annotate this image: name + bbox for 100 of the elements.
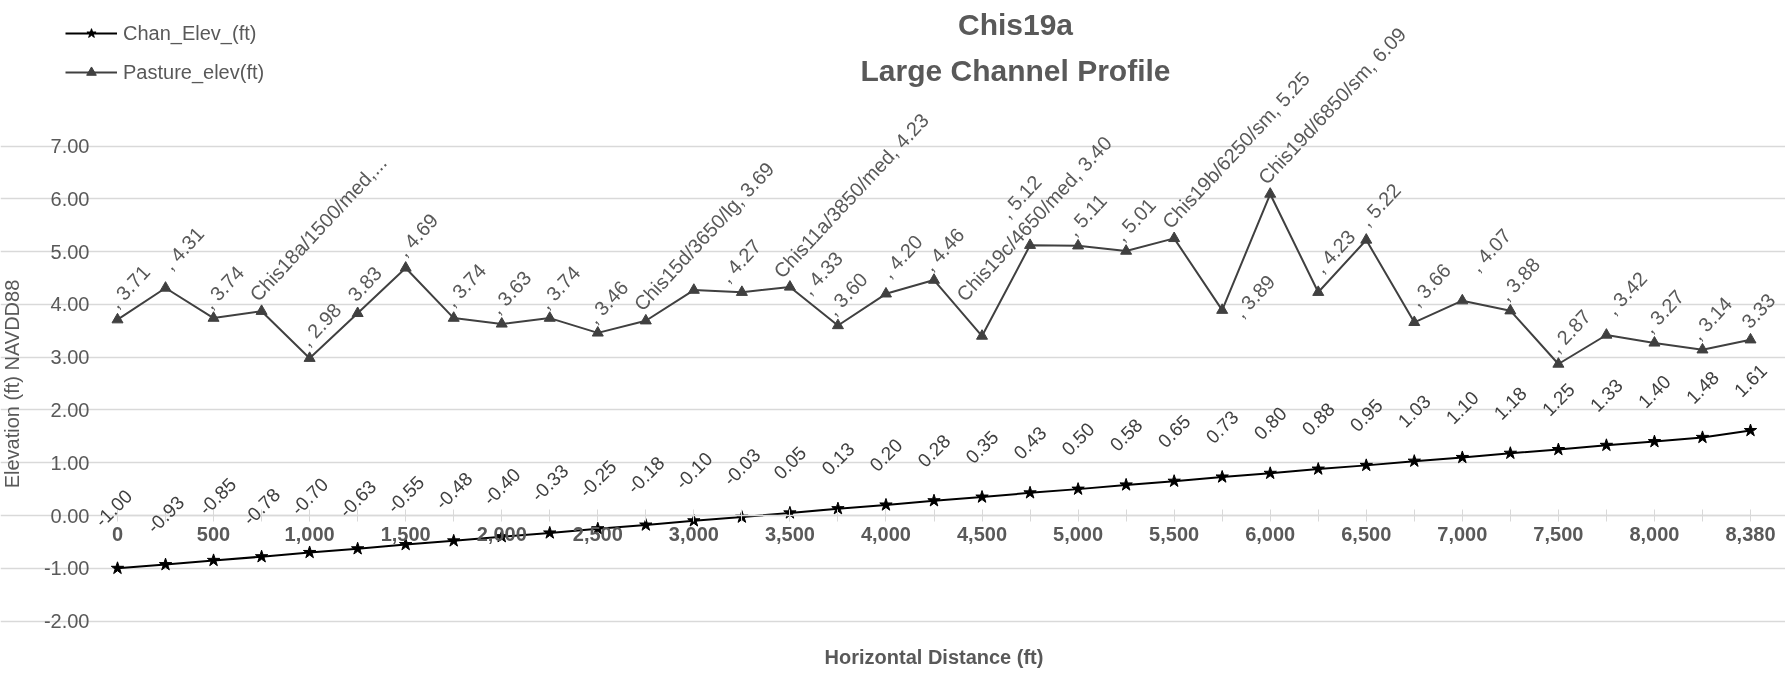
x-tick-label: 6,000 bbox=[1245, 522, 1296, 545]
point bbox=[1647, 434, 1662, 448]
point bbox=[1023, 485, 1037, 499]
data-label: 0.20 bbox=[865, 434, 907, 476]
data-label: 0.28 bbox=[913, 430, 955, 472]
point bbox=[1503, 446, 1518, 459]
point bbox=[1696, 342, 1709, 354]
point bbox=[1552, 357, 1565, 368]
y-tick-label: -2.00 bbox=[43, 610, 90, 633]
data-label: , 3.89 bbox=[1229, 270, 1280, 323]
x-tick-label: 7,000 bbox=[1437, 522, 1488, 545]
y-tick-label: 1.00 bbox=[50, 451, 90, 474]
point bbox=[350, 541, 365, 555]
y-tick-label: 5.00 bbox=[50, 240, 90, 263]
point bbox=[1263, 466, 1277, 480]
point bbox=[1216, 303, 1229, 314]
y-tick-label: 2.00 bbox=[50, 398, 90, 421]
point bbox=[879, 497, 893, 511]
point bbox=[159, 281, 172, 292]
y-axis-title: Elevation (ft) NAVDD88 bbox=[0, 279, 23, 489]
data-label: , 3.66 bbox=[1404, 259, 1456, 311]
x-tick-label: 8,000 bbox=[1629, 522, 1680, 545]
point bbox=[1359, 458, 1373, 472]
point bbox=[351, 306, 364, 318]
point bbox=[447, 533, 461, 547]
point bbox=[158, 557, 173, 571]
point bbox=[1168, 231, 1181, 243]
point bbox=[1695, 430, 1710, 444]
data-label: 3.33 bbox=[1736, 289, 1780, 333]
data-label: 0.88 bbox=[1297, 398, 1339, 440]
point bbox=[687, 513, 701, 527]
point bbox=[399, 261, 412, 272]
point bbox=[255, 304, 268, 315]
x-tick-label: 5,500 bbox=[1149, 522, 1200, 545]
point bbox=[1071, 482, 1085, 495]
point bbox=[1599, 438, 1614, 452]
point bbox=[879, 286, 892, 298]
point bbox=[1743, 423, 1758, 437]
x-tick-label: 0 bbox=[111, 522, 124, 545]
point bbox=[206, 553, 221, 567]
data-label: , 3.46 bbox=[582, 276, 633, 328]
data-label: 0.95 bbox=[1345, 394, 1387, 436]
data-label: , 3.42 bbox=[1601, 267, 1652, 320]
point bbox=[303, 351, 316, 362]
data-label: , 3.71 bbox=[103, 260, 155, 313]
data-label: 1.40 bbox=[1633, 371, 1675, 413]
y-tick-label: 7.00 bbox=[50, 135, 90, 157]
point bbox=[831, 501, 845, 515]
point bbox=[928, 273, 940, 284]
y-tick-label: 6.00 bbox=[50, 187, 90, 210]
point bbox=[1648, 336, 1661, 347]
chart-subtitle: Large Channel Profile bbox=[860, 54, 1171, 87]
point bbox=[1600, 328, 1613, 339]
x-tick-label: 1,000 bbox=[284, 522, 335, 545]
x-tick-label: 1,500 bbox=[380, 522, 431, 545]
data-label: 0.43 bbox=[1009, 422, 1051, 464]
data-label: 0.65 bbox=[1153, 410, 1195, 452]
point bbox=[543, 311, 556, 322]
data-label: , 4.07 bbox=[1465, 224, 1516, 276]
point bbox=[447, 311, 460, 322]
point bbox=[495, 317, 508, 328]
point bbox=[783, 280, 796, 291]
point bbox=[1119, 477, 1133, 491]
x-tick-label: 7,500 bbox=[1533, 522, 1584, 545]
point bbox=[254, 549, 269, 563]
point bbox=[1215, 469, 1229, 483]
point bbox=[110, 561, 125, 575]
point bbox=[1551, 442, 1566, 456]
y-tick-label: 3.00 bbox=[50, 346, 90, 369]
x-tick-label: 3,000 bbox=[668, 522, 719, 545]
x-tick-label: 5,000 bbox=[1053, 522, 1104, 545]
point bbox=[1311, 462, 1325, 475]
y-tick-label: 0.00 bbox=[50, 504, 90, 527]
point bbox=[302, 545, 317, 559]
data-label: , 4.69 bbox=[392, 209, 443, 261]
point bbox=[1744, 332, 1757, 344]
point bbox=[111, 312, 124, 324]
data-label: 0.13 bbox=[817, 438, 859, 480]
point bbox=[1455, 450, 1470, 464]
x-tick-label: 4,500 bbox=[957, 522, 1008, 545]
x-axis-title: Horizontal Distance (ft) bbox=[824, 645, 1044, 668]
point bbox=[591, 326, 604, 337]
x-tick-label: 4,000 bbox=[860, 522, 912, 545]
x-tick-label: 3,500 bbox=[764, 522, 815, 545]
data-label: , 5.01 bbox=[1109, 193, 1161, 246]
data-label: , 3.74 bbox=[440, 259, 491, 311]
data-label: 1.10 bbox=[1441, 386, 1483, 428]
data-label: 1.61 bbox=[1730, 360, 1771, 402]
data-label: 0.58 bbox=[1105, 414, 1147, 456]
legend-label: Chan_Elev_(ft) bbox=[123, 21, 257, 45]
point bbox=[207, 311, 220, 322]
point bbox=[1167, 474, 1181, 487]
data-label: 0.80 bbox=[1249, 402, 1291, 444]
point bbox=[975, 490, 989, 503]
point bbox=[1120, 244, 1133, 255]
y-tick-label: -1.00 bbox=[43, 557, 90, 580]
point bbox=[543, 525, 557, 539]
point bbox=[639, 518, 653, 531]
point bbox=[831, 318, 844, 330]
data-label: 0.50 bbox=[1057, 418, 1099, 460]
